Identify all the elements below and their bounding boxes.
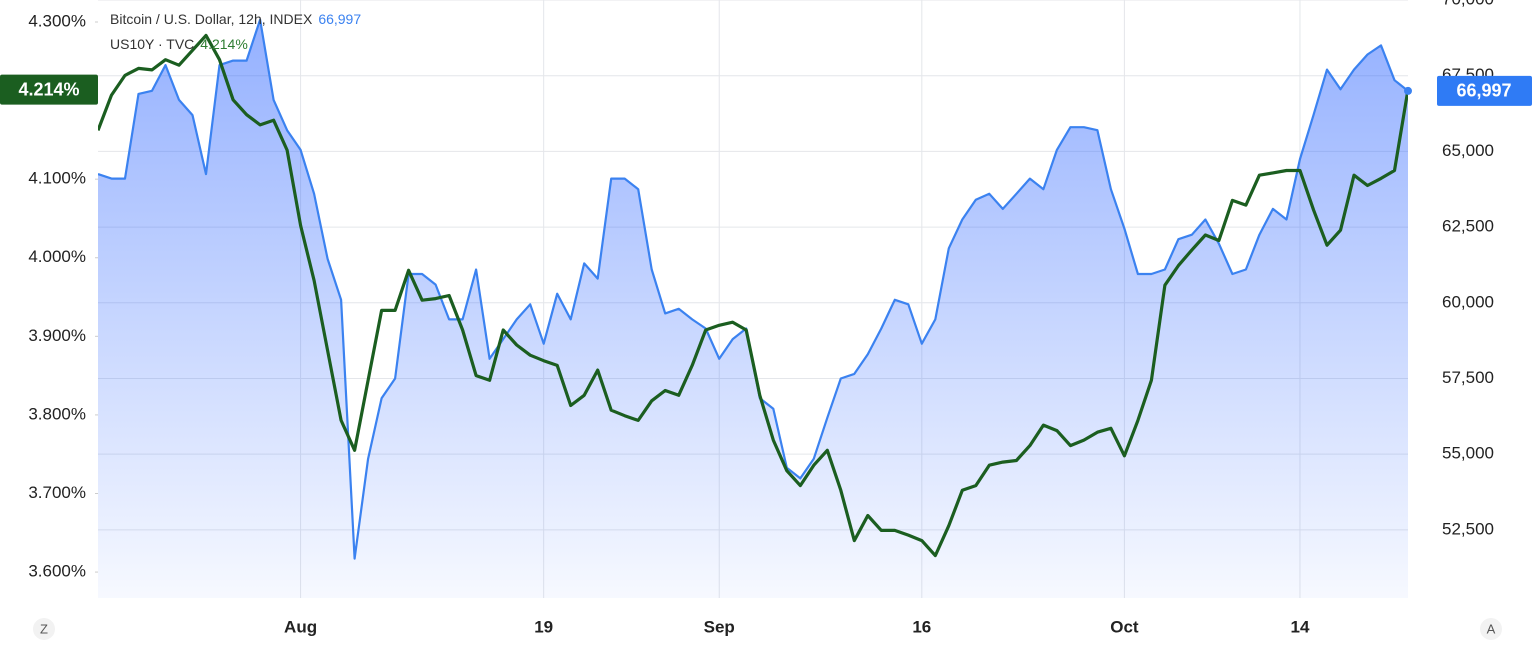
area bbox=[98, 19, 1408, 598]
y-tick-label: 3.700% bbox=[28, 483, 86, 502]
y-tick-label: 3.800% bbox=[28, 404, 86, 423]
axes: Aug 19 Sep 16 Oct 14 52,500 55,000 57,500 60,000 6… bbox=[28, 0, 1494, 636]
x-tick-label: Sep bbox=[704, 617, 735, 636]
legend-name: US10Y · TVC bbox=[110, 36, 194, 52]
button[interactable] bbox=[33, 618, 55, 640]
y-tick-label: 4.000% bbox=[28, 247, 86, 266]
legend-value: 66,997 bbox=[318, 11, 361, 27]
last-point bbox=[1404, 86, 1412, 95]
price-badge bbox=[0, 74, 98, 105]
legend-entry: US10Y · TVC 4.214% bbox=[110, 36, 248, 52]
button-label[interactable]: A bbox=[1487, 621, 1496, 636]
plot-area bbox=[98, 18, 1408, 598]
y2-tick-label: 57,500 bbox=[1442, 368, 1494, 387]
line bbox=[98, 33, 1408, 558]
price-badge bbox=[1437, 75, 1532, 106]
y2-tick-label: 62,500 bbox=[1442, 217, 1494, 236]
y2-tick-label: 52,500 bbox=[1442, 519, 1494, 538]
x-tick-label: Aug bbox=[284, 617, 317, 636]
y-tick-label: 4.100% bbox=[28, 169, 86, 188]
y2-tick-label: 55,000 bbox=[1442, 444, 1494, 463]
button-label[interactable]: Z bbox=[40, 621, 48, 636]
y-tick-label: 3.600% bbox=[28, 562, 86, 581]
y-tick-label: 3.900% bbox=[28, 326, 86, 345]
button[interactable] bbox=[1480, 618, 1502, 640]
y2-tick-label: 60,000 bbox=[1442, 292, 1494, 311]
x-tick-label: 14 bbox=[1290, 617, 1309, 636]
legend-name: Bitcoin / U.S. Dollar, 12h, INDEX bbox=[110, 11, 313, 27]
price-badge-label: 4.214% bbox=[18, 79, 79, 99]
y-tick-label: 4.300% bbox=[28, 11, 86, 30]
price-badge-label: 66,997 bbox=[1456, 81, 1511, 101]
legend-entry: Bitcoin / U.S. Dollar, 12h, INDEX 66,997 bbox=[110, 11, 361, 27]
x-tick-label: 16 bbox=[912, 617, 931, 636]
x-tick-label: 19 bbox=[534, 617, 553, 636]
y2-tick-label: 70,000 bbox=[1442, 0, 1494, 8]
y2-tick-label: 65,000 bbox=[1442, 141, 1494, 160]
legend-value: 4.214% bbox=[200, 36, 247, 52]
x-tick-label: Oct bbox=[1110, 617, 1139, 636]
